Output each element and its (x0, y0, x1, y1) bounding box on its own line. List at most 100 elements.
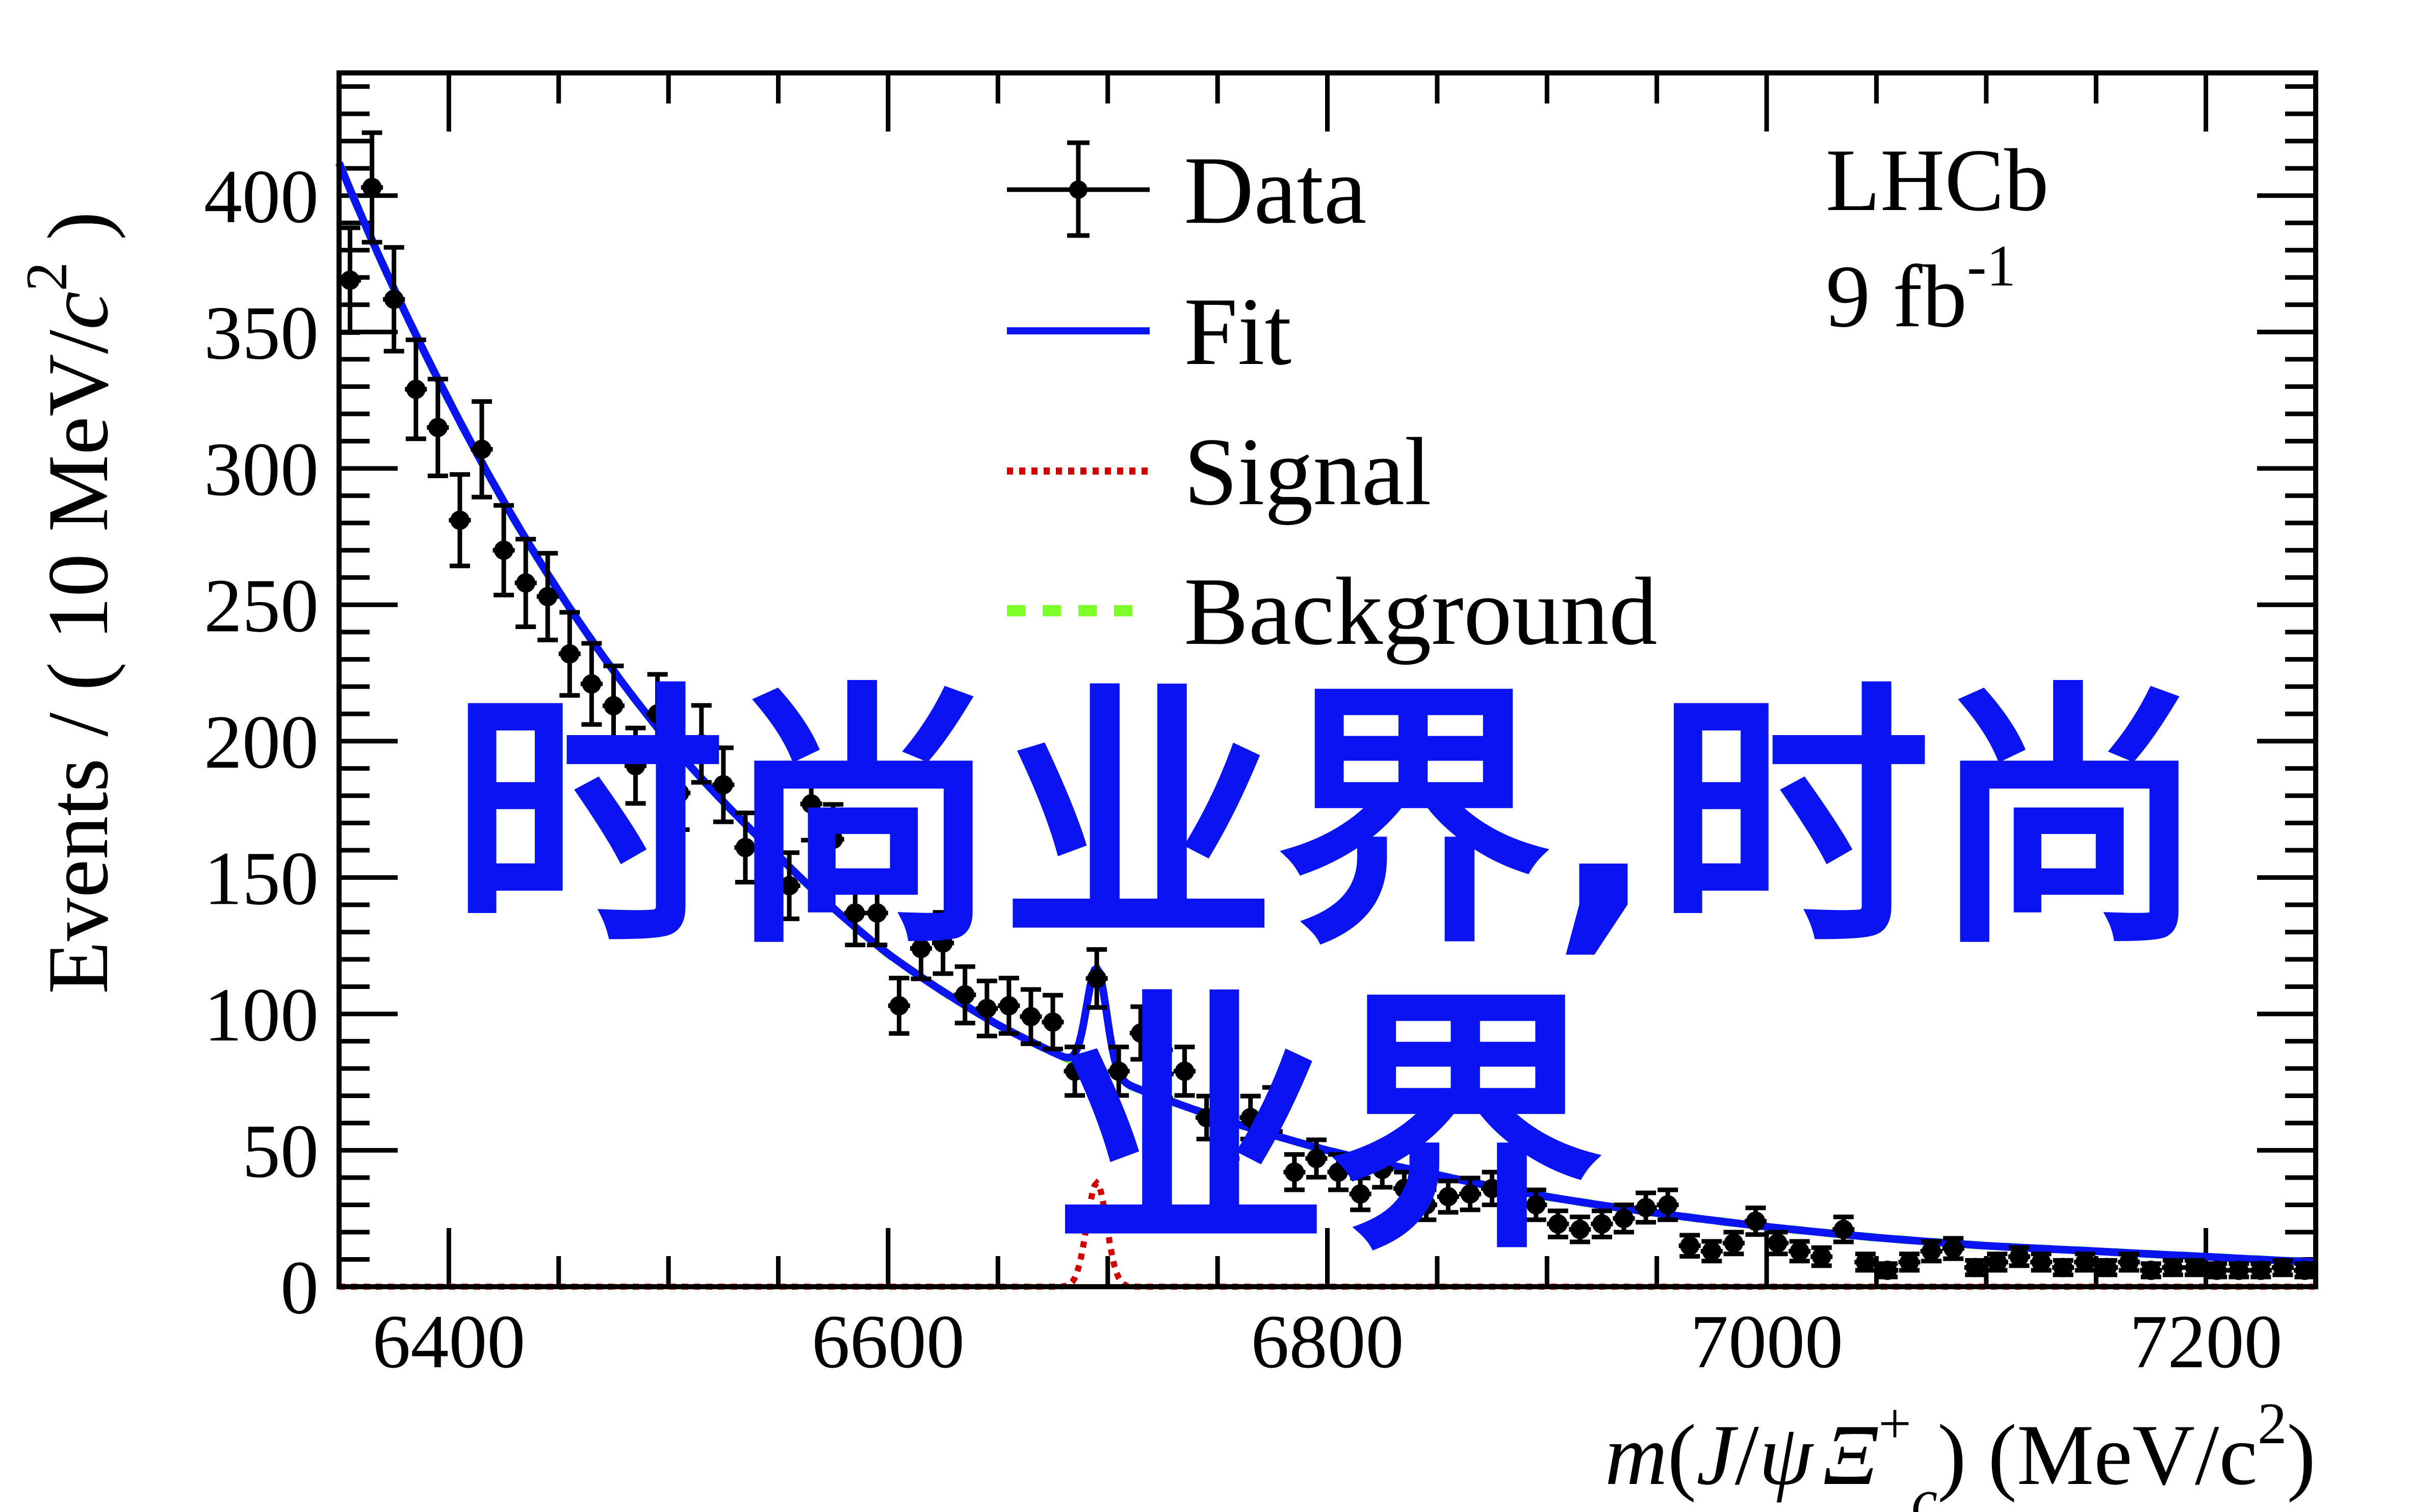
data-point (2009, 1247, 2029, 1267)
data-point (1416, 1195, 1436, 1215)
data-point (2273, 1258, 2293, 1278)
data-point (801, 794, 821, 814)
y-tick-labels: 0 50 100 150 200 250 300 350 400 (204, 154, 319, 1330)
data-point (1526, 1195, 1546, 1215)
data-point (1460, 1184, 1480, 1204)
data-point (516, 573, 536, 593)
data-point (845, 903, 865, 923)
data-point (406, 379, 426, 399)
data-point (955, 985, 975, 1005)
legend-entry-data: Data (1007, 137, 1367, 244)
data-point (2185, 1258, 2205, 1278)
legend-label-data: Data (1184, 137, 1367, 244)
data-point (1944, 1239, 1963, 1259)
data-point (999, 996, 1019, 1015)
data-point (1284, 1162, 1304, 1182)
watermark-overlay-text: 时尚业界,时尚业界 (450, 661, 2207, 1287)
data-point (933, 933, 953, 953)
data-point (1087, 969, 1107, 988)
data-point (735, 838, 755, 857)
fit-curve (335, 161, 2316, 1266)
data-point (911, 939, 931, 958)
data-point (2141, 1260, 2161, 1280)
data-point (823, 829, 843, 849)
data-point (1592, 1214, 1612, 1234)
legend-entry-background: Background (1007, 558, 1657, 665)
data-point (1900, 1252, 1920, 1272)
legend: Data Fit Signal Background (1007, 137, 1657, 665)
data-point (1877, 1260, 1897, 1280)
data-point (1965, 1258, 1985, 1278)
data-point (1109, 1061, 1129, 1081)
data-point (1570, 1219, 1590, 1239)
data-point (1680, 1236, 1700, 1256)
legend-entry-fit: Fit (1007, 278, 1291, 385)
data-point (1922, 1241, 1941, 1261)
data-point (472, 439, 492, 459)
data-point (450, 510, 470, 530)
x-tick-labels: 6400 6600 6800 7000 7200 (372, 1299, 2282, 1384)
data-point (384, 290, 404, 309)
data-point (758, 829, 778, 849)
data-point (1262, 1100, 1282, 1119)
luminosity-label: 9 fb-1 (1826, 233, 2016, 346)
data-point (1614, 1209, 1634, 1229)
data-point (1790, 1241, 1809, 1261)
data-point (1811, 1247, 1831, 1267)
x-tick-label: 6600 (812, 1299, 965, 1384)
data-point (1197, 1108, 1216, 1128)
data-point (713, 775, 733, 795)
data-point (1043, 1012, 1063, 1032)
y-tick-label: 50 (242, 1109, 319, 1193)
data-point (647, 704, 667, 724)
experiment-label: LHCb (1826, 131, 2049, 229)
data-point (1636, 1197, 1656, 1217)
data-points (339, 130, 2316, 1280)
data-point (1482, 1179, 1502, 1198)
data-point (2163, 1258, 2183, 1278)
y-tick-label: 400 (204, 154, 319, 239)
data-point (538, 587, 558, 607)
legend-entry-signal: Signal (1007, 419, 1432, 526)
data-point (428, 418, 448, 437)
x-axis-title: m(J/ψ Ξ+c) (MeV/c2) (1605, 1391, 2316, 1512)
data-point (867, 903, 887, 923)
y-tick-label: 150 (204, 836, 319, 921)
data-point (1065, 1061, 1085, 1081)
data-point (1658, 1195, 1678, 1215)
x-tick-label: 6800 (1251, 1299, 1404, 1384)
data-point (1724, 1233, 1744, 1253)
data-point (691, 734, 711, 754)
data-point (1131, 1023, 1151, 1043)
data-point (780, 876, 799, 896)
y-tick-label: 300 (204, 427, 319, 512)
data-point (1987, 1252, 2007, 1272)
y-axis-title: Events / ( 10 MeV/c2 ) (14, 212, 126, 994)
data-point (2207, 1260, 2227, 1280)
data-point (2295, 1260, 2315, 1280)
data-point (2097, 1258, 2117, 1278)
data-point (604, 696, 624, 716)
data-point (1833, 1219, 1853, 1239)
data-marker-icon (1069, 180, 1087, 199)
x-tick-label: 7000 (1690, 1299, 1843, 1384)
data-point (362, 177, 382, 197)
data-point (1240, 1108, 1260, 1128)
data-point (1746, 1211, 1766, 1231)
data-point (2229, 1260, 2249, 1280)
data-point (560, 644, 580, 664)
data-point (1768, 1233, 1788, 1253)
y-tick-label: 250 (204, 563, 319, 648)
data-point (2031, 1252, 2051, 1272)
data-point (1351, 1184, 1370, 1204)
y-tick-label: 0 (280, 1245, 319, 1330)
data-point (2119, 1252, 2139, 1272)
data-point (626, 756, 645, 776)
data-point (1153, 1064, 1173, 1084)
data-point (2251, 1260, 2271, 1280)
data-point (889, 996, 909, 1015)
data-point (2075, 1252, 2095, 1272)
data-point (582, 674, 602, 694)
